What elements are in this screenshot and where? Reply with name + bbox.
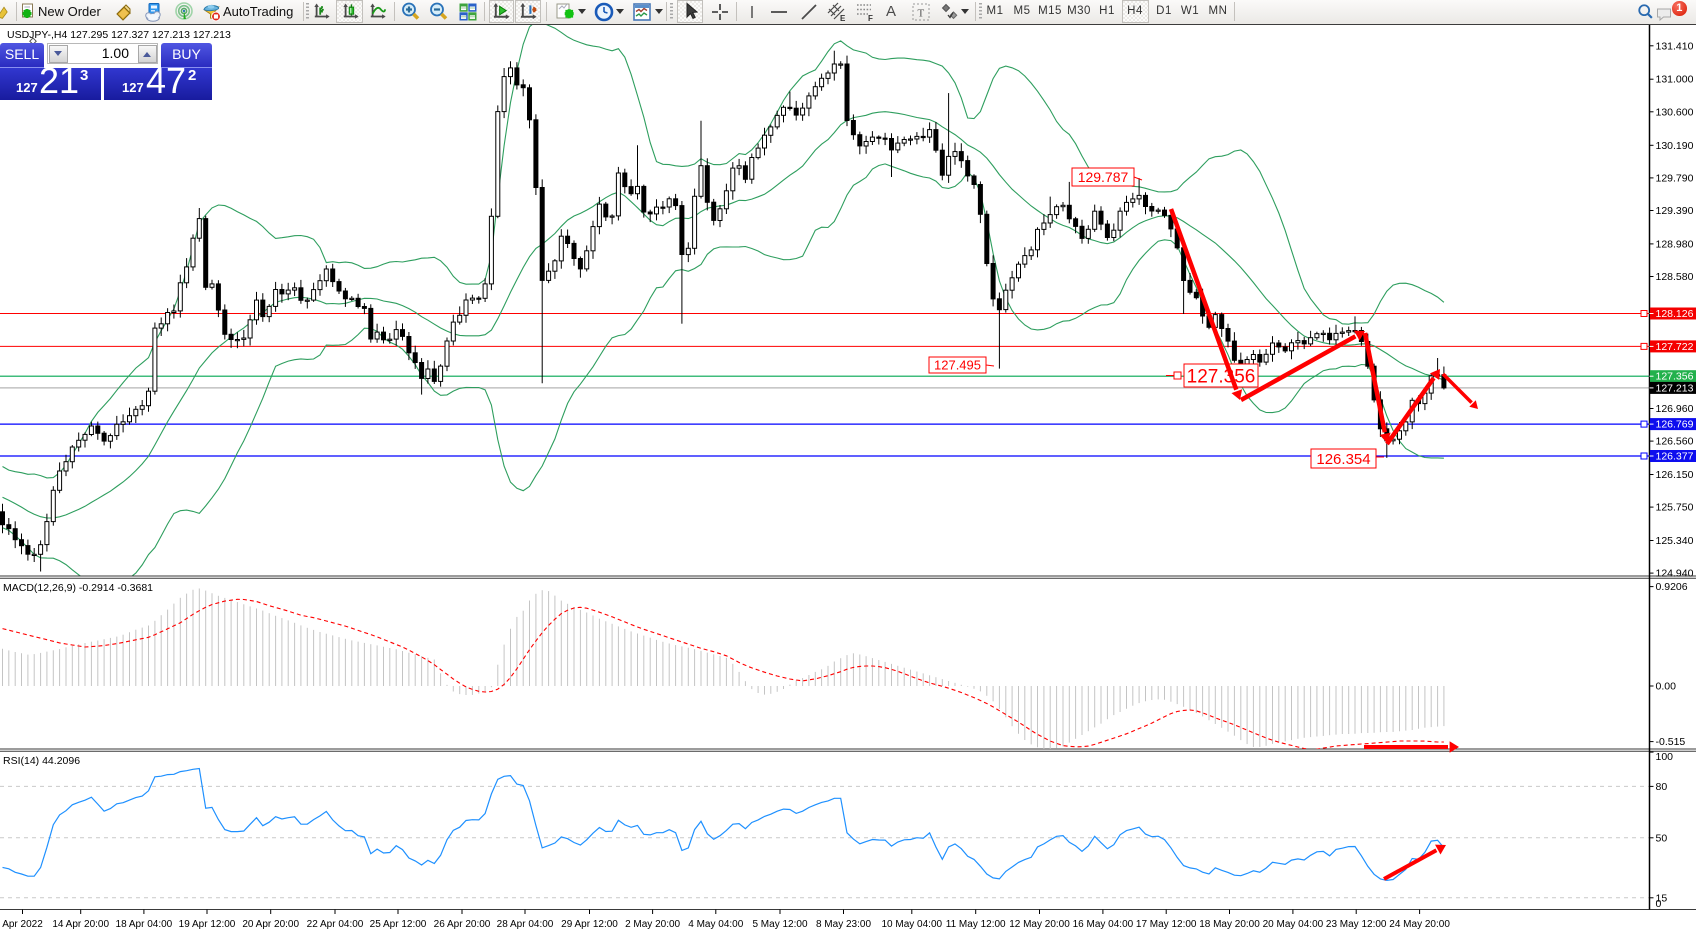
svg-text:129.790: 129.790: [1656, 172, 1694, 184]
svg-text:20 Apr 20:00: 20 Apr 20:00: [242, 919, 299, 930]
svg-text:15: 15: [1656, 892, 1668, 904]
svg-text:23 May 12:00: 23 May 12:00: [1326, 919, 1387, 930]
svg-text:129.390: 129.390: [1656, 205, 1694, 217]
svg-text:5 May 12:00: 5 May 12:00: [752, 919, 807, 930]
svg-text:4 May 04:00: 4 May 04:00: [688, 919, 743, 930]
svg-text:18 May 20:00: 18 May 20:00: [1199, 919, 1260, 930]
svg-text:10 May 04:00: 10 May 04:00: [881, 919, 942, 930]
svg-text:16 May 04:00: 16 May 04:00: [1073, 919, 1134, 930]
svg-text:USDJPY-,H4 127.295 127.327 12: USDJPY-,H4 127.295 127.327 127.213 127.2…: [7, 29, 231, 41]
svg-text:19 Apr 12:00: 19 Apr 12:00: [179, 919, 236, 930]
svg-text:126.560: 126.560: [1656, 436, 1694, 448]
svg-text:RSI(14) 44.2096: RSI(14) 44.2096: [3, 755, 80, 767]
svg-text:128.980: 128.980: [1656, 238, 1694, 250]
svg-text:F: F: [868, 14, 873, 22]
svg-text:127.213: 127.213: [1656, 382, 1694, 394]
svg-text:80: 80: [1656, 781, 1668, 793]
svg-text:Apr 2022: Apr 2022: [2, 919, 43, 930]
svg-text:T: T: [918, 8, 925, 20]
svg-text:125.340: 125.340: [1656, 535, 1694, 547]
svg-text:127.722: 127.722: [1656, 341, 1694, 353]
svg-text:131.410: 131.410: [1656, 40, 1694, 52]
svg-text:126.354: 126.354: [1316, 451, 1370, 468]
svg-text:126.960: 126.960: [1656, 403, 1694, 415]
svg-text:130.190: 130.190: [1656, 140, 1694, 152]
svg-text:100: 100: [1656, 751, 1674, 763]
svg-text:14 Apr 20:00: 14 Apr 20:00: [52, 919, 109, 930]
svg-text:8 May 23:00: 8 May 23:00: [816, 919, 871, 930]
svg-text:127.356: 127.356: [1656, 371, 1694, 383]
svg-text:17 May 12:00: 17 May 12:00: [1136, 919, 1197, 930]
svg-text:126.377: 126.377: [1656, 451, 1694, 463]
svg-text:12 May 20:00: 12 May 20:00: [1009, 919, 1070, 930]
svg-text:0.9206: 0.9206: [1656, 581, 1688, 593]
svg-text:20 May 04:00: 20 May 04:00: [1263, 919, 1324, 930]
svg-text:129.787: 129.787: [1078, 169, 1129, 185]
svg-text:26 Apr 20:00: 26 Apr 20:00: [434, 919, 491, 930]
svg-text:-0.515: -0.515: [1656, 736, 1686, 748]
svg-text:128.126: 128.126: [1656, 308, 1694, 320]
svg-text:126.150: 126.150: [1656, 469, 1694, 481]
svg-text:125.750: 125.750: [1656, 502, 1694, 514]
svg-text:24 May 20:00: 24 May 20:00: [1389, 919, 1450, 930]
svg-text:22 Apr 04:00: 22 Apr 04:00: [307, 919, 364, 930]
svg-text:50: 50: [1656, 832, 1668, 844]
svg-text:E: E: [840, 14, 846, 22]
svg-text:MACD(12,26,9) -0.2914 -0.3681: MACD(12,26,9) -0.2914 -0.3681: [3, 582, 153, 594]
svg-text:130.600: 130.600: [1656, 106, 1694, 118]
svg-text:18 Apr 04:00: 18 Apr 04:00: [116, 919, 173, 930]
svg-text:0.00: 0.00: [1656, 681, 1677, 693]
svg-text:29 Apr 12:00: 29 Apr 12:00: [561, 919, 618, 930]
svg-text:25 Apr 12:00: 25 Apr 12:00: [370, 919, 427, 930]
svg-text:131.000: 131.000: [1656, 74, 1694, 86]
svg-text:124.940: 124.940: [1656, 568, 1694, 580]
svg-text:127.356: 127.356: [1187, 366, 1256, 387]
svg-text:0: 0: [1656, 898, 1662, 910]
svg-text:2 May 20:00: 2 May 20:00: [625, 919, 680, 930]
svg-text:126.769: 126.769: [1656, 419, 1694, 431]
svg-text:127.495: 127.495: [934, 358, 981, 373]
svg-text:128.580: 128.580: [1656, 271, 1694, 283]
svg-text:11 May 12:00: 11 May 12:00: [946, 919, 1006, 930]
svg-text:28 Apr 04:00: 28 Apr 04:00: [497, 919, 554, 930]
